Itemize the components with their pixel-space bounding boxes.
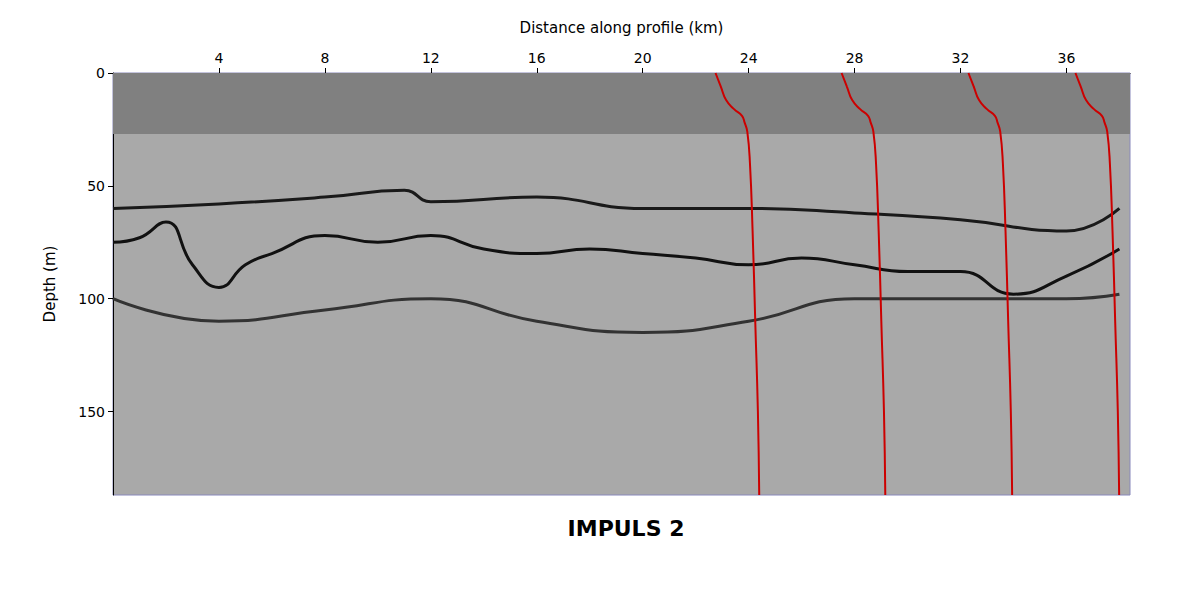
svg-text:24: 24 bbox=[740, 50, 758, 66]
svg-text:32: 32 bbox=[952, 50, 970, 66]
svg-text:IMPULS 2: IMPULS 2 bbox=[568, 516, 685, 541]
svg-text:28: 28 bbox=[846, 50, 864, 66]
svg-text:150: 150 bbox=[78, 404, 105, 420]
svg-text:8: 8 bbox=[320, 50, 329, 66]
svg-text:Depth (m): Depth (m) bbox=[41, 246, 59, 323]
svg-text:0: 0 bbox=[96, 65, 105, 81]
svg-text:4: 4 bbox=[214, 50, 223, 66]
svg-text:36: 36 bbox=[1058, 50, 1076, 66]
svg-text:12: 12 bbox=[422, 50, 440, 66]
svg-text:100: 100 bbox=[78, 291, 105, 307]
svg-text:Distance along profile (km): Distance along profile (km) bbox=[520, 19, 724, 37]
svg-text:50: 50 bbox=[87, 178, 105, 194]
svg-text:20: 20 bbox=[634, 50, 652, 66]
svg-text:16: 16 bbox=[528, 50, 546, 66]
